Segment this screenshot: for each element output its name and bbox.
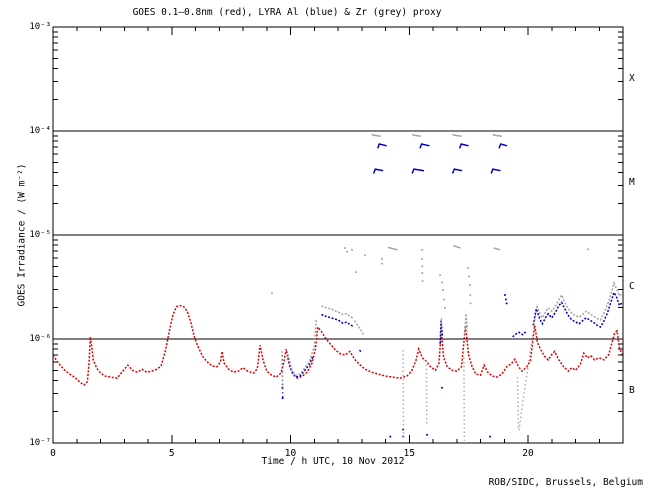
lyra-zr-scatter-point: [351, 248, 354, 251]
x-tick-label: 10: [284, 448, 297, 459]
lyra-al: [532, 290, 623, 329]
lyra-zr-scatter-point: [441, 281, 444, 284]
flare-class-label-b: B: [629, 385, 635, 396]
lyra-zr-scatter-point: [421, 248, 424, 251]
lyra-al-occultation-dashes: [490, 168, 501, 174]
lyra-al-scatter-point: [505, 302, 508, 305]
lyra-al-occultation-dashes: [419, 143, 430, 149]
lyra-zr-scatter-point: [421, 257, 424, 260]
lyra-al: [358, 349, 363, 354]
lyra-zr-scatter-point: [381, 262, 384, 265]
lyra-al-scatter-point: [489, 435, 491, 438]
lyra-zr-scatter-point: [443, 306, 446, 309]
lyra-al: [512, 330, 528, 338]
lyra-zr-scatter-point: [270, 292, 273, 295]
lyra-zr-dropouts: [402, 350, 405, 439]
flare-class-label-c: C: [629, 281, 635, 292]
lyra-zr-occultation-dashes: [411, 133, 422, 138]
lyra-zr-occultation-dashes: [492, 133, 503, 138]
y-tick-label: 10⁻⁵: [29, 230, 51, 240]
y-tick-label: 10⁻⁷: [29, 438, 51, 448]
lyra-al-occultation-dashes: [458, 143, 469, 149]
lyra-zr: [439, 317, 443, 335]
lyra-zr-scatter-point: [346, 250, 349, 253]
lyra-zr: [321, 305, 354, 319]
y-tick-label: 10⁻⁴: [29, 126, 51, 136]
x-tick-label: 20: [522, 448, 534, 459]
x-tick-label: 5: [168, 448, 175, 459]
y-tick-label: 10⁻³: [29, 22, 51, 32]
lyra-zr-scatter-point: [468, 275, 471, 278]
lyra-al: [321, 313, 354, 327]
lyra-zr-occultation-dashes: [371, 133, 381, 138]
goes-xray: [52, 304, 623, 387]
lyra-zr-dropouts: [463, 357, 466, 441]
lyra-zr-occultation-dashes: [493, 247, 501, 251]
lyra-zr: [536, 280, 623, 322]
lyra-al-dropouts: [281, 355, 284, 400]
lyra-al-occultation-dashes: [376, 143, 387, 149]
lyra-zr-scatter-point: [364, 254, 367, 257]
lyra-zr-scatter-point: [380, 257, 383, 260]
credit-text: ROB/SIDC, Brussels, Belgium: [488, 477, 643, 488]
lyra-al-scatter-point: [441, 386, 444, 389]
lyra-zr-dropouts: [518, 305, 538, 431]
lyra-zr-occultation-dashes: [452, 133, 462, 138]
lyra-zr-scatter-point: [466, 267, 469, 270]
lyra-al-occultation-dashes: [498, 143, 508, 149]
x-tick-label: 15: [403, 448, 415, 459]
lyra-al: [287, 355, 314, 378]
lyra-al-occultation-dashes: [451, 168, 463, 174]
lyra-al-scatter-point: [426, 433, 429, 436]
y-axis-title: GOES Irradiance / (W m⁻²): [16, 163, 28, 307]
lyra-zr: [287, 318, 319, 376]
lyra-al-scatter-point: [389, 435, 392, 438]
lyra-zr: [353, 320, 365, 336]
flare-class-label-x: X: [629, 73, 635, 84]
lyra-zr-scatter-point: [421, 272, 424, 275]
lyra-zr-scatter-point: [439, 274, 442, 277]
lyra-zr-scatter-point: [355, 271, 358, 274]
y-tick-label: 10⁻⁶: [29, 334, 51, 344]
lyra-zr-scatter-point: [469, 293, 472, 296]
lyra-zr-dropouts: [516, 377, 520, 430]
lyra-al-scatter-point: [503, 293, 506, 296]
lyra-al-occultation-dashes: [411, 168, 425, 174]
lyra-zr-scatter-point: [421, 280, 424, 283]
lyra-zr-scatter-point: [469, 302, 472, 305]
lyra-zr-scatter-point: [442, 298, 445, 301]
lyra-zr-scatter-point: [469, 284, 472, 287]
lyra-zr-scatter-point: [343, 246, 346, 249]
flare-class-label-m: M: [629, 177, 635, 188]
lyra-al: [439, 320, 444, 344]
lyra-al-occultation-dashes: [372, 168, 384, 174]
lyra-zr-scatter-point: [441, 289, 444, 292]
x-axis-title: Time / h UTC, 10 Nov 2012: [261, 456, 405, 467]
lyra-zr-scatter-point: [421, 265, 424, 268]
lyra-al-scatter-point: [504, 298, 507, 301]
lyra-zr-occultation-dashes: [387, 246, 398, 251]
chart-title: GOES 0.1—0.8nm (red), LYRA Al (blue) & Z…: [132, 7, 442, 18]
x-tick-label: 0: [50, 448, 56, 459]
lyra-zr-scatter-point: [586, 248, 589, 251]
lyra-al-scatter-point: [281, 386, 284, 389]
lyra-zr-occultation-dashes: [452, 244, 461, 249]
lyra-al-scatter-point: [281, 397, 284, 400]
